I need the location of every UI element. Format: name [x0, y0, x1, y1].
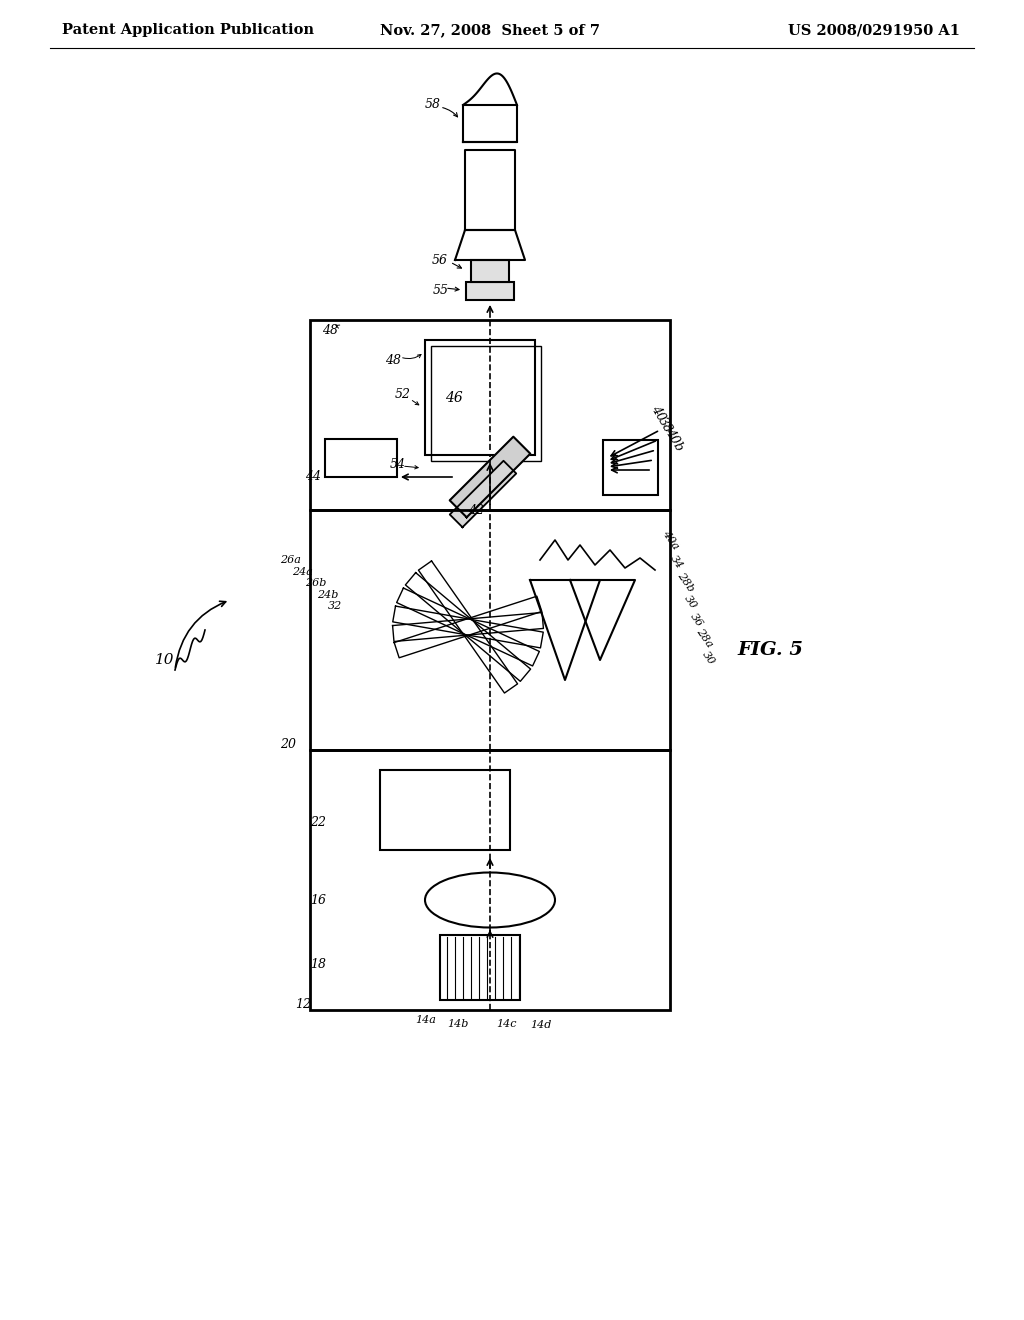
Bar — [325, 440, 397, 477]
Text: 28a: 28a — [694, 627, 714, 649]
Bar — [380, 770, 510, 850]
Text: 52: 52 — [395, 388, 411, 401]
Text: 14a: 14a — [415, 1015, 436, 1026]
Bar — [425, 341, 535, 455]
Text: Nov. 27, 2008  Sheet 5 of 7: Nov. 27, 2008 Sheet 5 of 7 — [380, 22, 600, 37]
Text: 42: 42 — [468, 503, 484, 516]
Bar — [310, 750, 670, 1010]
Text: 54: 54 — [390, 458, 406, 470]
Text: 22: 22 — [310, 816, 326, 829]
Text: 55: 55 — [433, 284, 449, 297]
Text: 38: 38 — [655, 414, 674, 436]
Text: 34: 34 — [668, 553, 684, 570]
Text: Patent Application Publication: Patent Application Publication — [62, 22, 314, 37]
Text: 18: 18 — [310, 958, 326, 972]
Text: 36: 36 — [688, 611, 705, 628]
Bar — [466, 282, 514, 300]
Bar — [310, 510, 670, 750]
Text: 16: 16 — [310, 894, 326, 907]
Polygon shape — [450, 461, 516, 527]
Polygon shape — [450, 437, 530, 517]
Text: 58: 58 — [425, 99, 441, 111]
Bar — [431, 346, 541, 461]
Bar — [471, 260, 509, 282]
Text: 44: 44 — [305, 470, 321, 483]
Text: 24a: 24a — [292, 568, 313, 577]
Text: 26a: 26a — [280, 554, 301, 565]
Text: 14d: 14d — [530, 1020, 551, 1030]
Text: 40a: 40a — [660, 528, 680, 552]
Text: 32: 32 — [328, 601, 342, 611]
Text: 28b: 28b — [675, 570, 695, 594]
Text: US 2008/0291950 A1: US 2008/0291950 A1 — [788, 22, 961, 37]
Text: 10: 10 — [155, 653, 174, 667]
Text: 20: 20 — [280, 738, 296, 751]
Text: 26b: 26b — [305, 578, 327, 587]
Text: 14b: 14b — [447, 1019, 468, 1030]
Text: 48: 48 — [322, 323, 338, 337]
Text: 40: 40 — [648, 403, 668, 424]
Text: 24b: 24b — [317, 590, 338, 601]
Bar — [310, 319, 670, 510]
Text: 46: 46 — [445, 391, 463, 404]
Text: 14c: 14c — [496, 1019, 516, 1030]
Text: 48: 48 — [385, 354, 401, 367]
Text: 12: 12 — [295, 998, 311, 1011]
Text: 30: 30 — [700, 649, 717, 667]
Text: 40b: 40b — [662, 426, 685, 454]
Text: FIG. 5: FIG. 5 — [737, 642, 803, 659]
Bar — [603, 440, 658, 495]
Text: 30: 30 — [682, 593, 698, 611]
Text: 56: 56 — [432, 253, 449, 267]
Bar — [440, 935, 520, 1001]
